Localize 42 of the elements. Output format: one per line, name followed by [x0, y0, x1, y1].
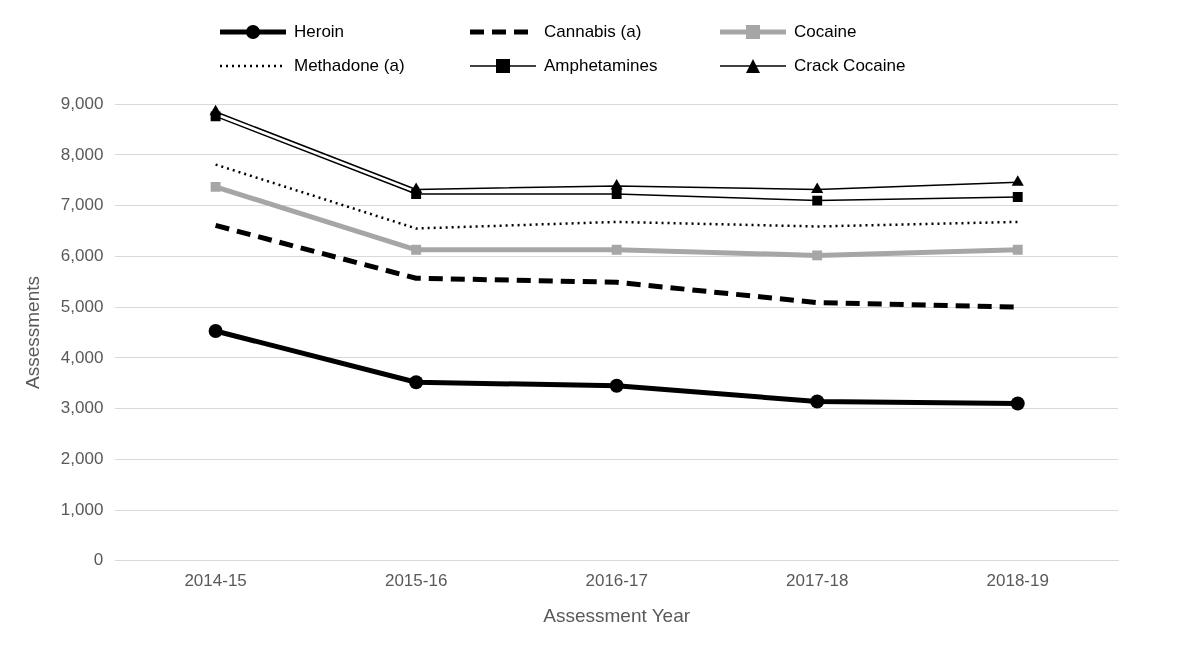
point: [810, 394, 825, 409]
y-tick-label: 1,000: [60, 499, 104, 519]
point: [811, 182, 824, 193]
y-tick-label: 0: [93, 550, 104, 570]
x-tick-label: 2017-18: [786, 570, 849, 590]
point: [411, 244, 422, 255]
y-tick-label: 7,000: [60, 195, 104, 215]
legend-label: Amphetamines: [544, 56, 658, 76]
legend-label: Crack Cocaine: [794, 56, 906, 76]
point: [610, 178, 623, 190]
x-axis-title: Assessment Year: [543, 604, 691, 626]
point: [1011, 175, 1024, 186]
x-tick-label: 2015-16: [384, 570, 448, 590]
x-tick-label: 2016-17: [585, 570, 648, 590]
point: [208, 323, 223, 338]
point: [1010, 396, 1025, 411]
legend-label: Cannabis (a): [544, 22, 642, 42]
line-series: [214, 163, 1019, 230]
point: [210, 181, 221, 192]
legend-label: Heroin: [294, 22, 345, 42]
point: [812, 195, 823, 206]
y-tick-label: 4,000: [60, 347, 104, 367]
point: [410, 182, 423, 193]
point: [1012, 192, 1023, 202]
legend-label: Cocaine: [794, 22, 857, 42]
legend-label: Methadone (a): [294, 56, 405, 76]
x-tick-label: 2014-15: [184, 570, 247, 590]
point: [609, 378, 624, 393]
point: [812, 250, 823, 261]
y-tick-label: 9,000: [60, 93, 104, 113]
y-tick-label: 3,000: [60, 398, 104, 418]
point: [611, 189, 622, 199]
x-tick-label: 2018-19: [986, 570, 1049, 590]
y-axis-title: Assessments: [21, 276, 43, 389]
y-tick-label: 2,000: [60, 449, 104, 469]
point: [1012, 244, 1023, 255]
point: [409, 375, 424, 390]
y-tick-label: 5,000: [60, 296, 104, 316]
y-tick-label: 6,000: [60, 246, 104, 266]
y-tick-label: 8,000: [60, 144, 104, 164]
point: [611, 244, 622, 255]
point: [209, 104, 222, 116]
